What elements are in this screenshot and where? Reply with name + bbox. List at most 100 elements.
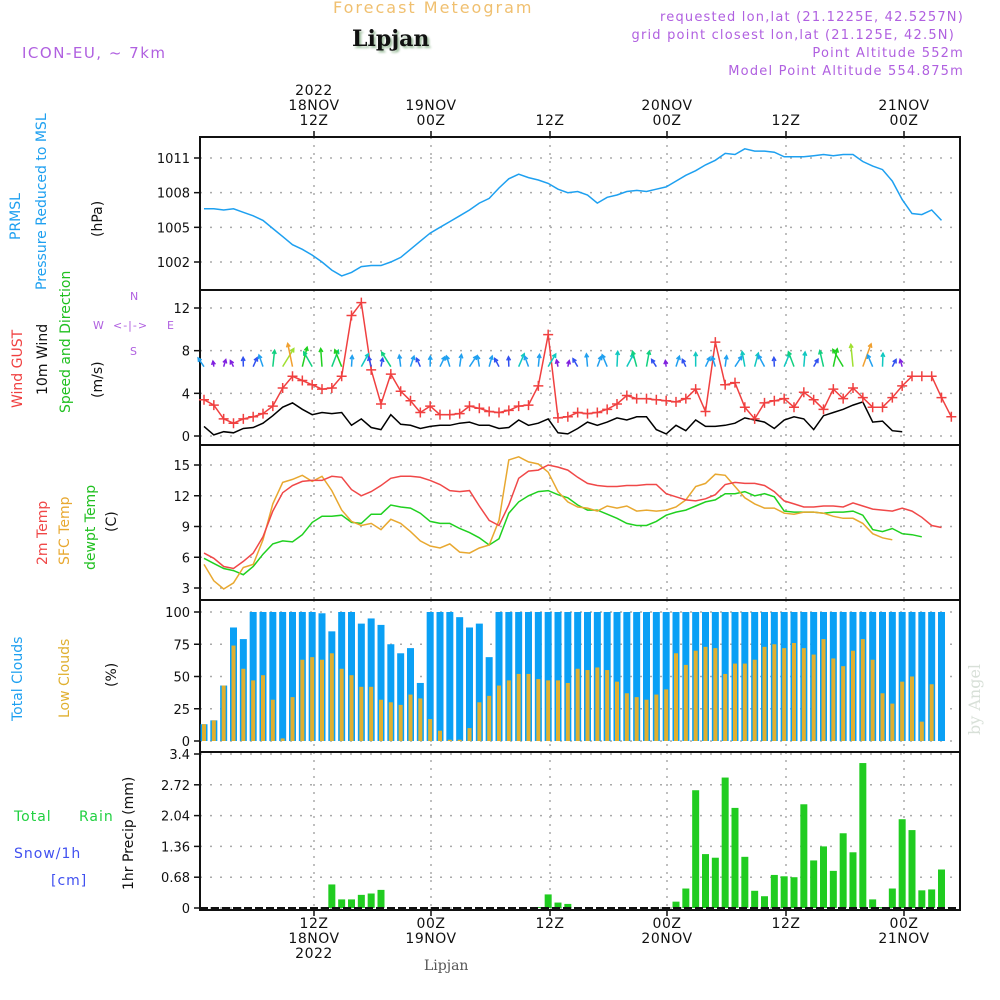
wind-arrow-head: [285, 342, 291, 348]
ytick-label: 2.04: [161, 810, 190, 825]
wind-direction-arrow: [832, 348, 844, 368]
low-cloud-bar: [575, 668, 580, 741]
wind-arrow-shaft: [319, 348, 323, 367]
rain-bar: [780, 876, 788, 908]
wind-arrow-shaft: [547, 353, 557, 368]
wind-arrow-head: [771, 355, 777, 362]
gust-marker: [710, 337, 721, 348]
wind-direction-arrow: [240, 355, 246, 367]
gust-marker: [336, 371, 347, 382]
wind-arrow-shaft: [381, 351, 392, 368]
wind-arrow-shaft: [850, 344, 854, 367]
gust-marker: [690, 384, 701, 395]
wind-arrow-head: [802, 350, 808, 357]
low-cloud-bar: [290, 697, 295, 741]
rain-bar: [377, 889, 385, 908]
model-label: ICON-EU, ~ 7km: [22, 44, 167, 62]
total-cloud-bar: [879, 612, 886, 741]
rain-bar: [328, 884, 336, 908]
wind-arrow-head: [289, 347, 295, 353]
low-cloud-bar: [900, 681, 905, 741]
rain-bar: [692, 790, 700, 908]
ytick-label: 6: [182, 551, 190, 566]
wind-arrow-head: [303, 345, 309, 352]
wind-arrow-shaft: [258, 354, 264, 367]
gust-marker: [346, 310, 357, 321]
wind-arrow-head: [523, 354, 529, 361]
gust-marker: [838, 393, 849, 404]
wind-arrow-shaft: [866, 354, 874, 367]
wind-arrow-head: [693, 351, 699, 357]
wind-direction-arrow: [898, 358, 904, 367]
low-cloud-bar: [615, 681, 619, 741]
gust-marker: [631, 393, 642, 404]
low-cloud-bar: [605, 670, 610, 741]
total-cloud-bar: [613, 612, 621, 741]
axis-label-line: 00Z: [416, 916, 446, 932]
total-cloud-bar: [928, 612, 936, 741]
wind-direction-arrow: [572, 357, 579, 368]
pressure-line: [204, 148, 943, 277]
wind-direction-arrow: [349, 354, 355, 367]
rain-bar: [859, 763, 867, 908]
wind-arrow-shaft: [524, 356, 530, 367]
rain-bar: [928, 889, 936, 908]
wind-arrow-head: [706, 355, 711, 362]
total-cloud-bar: [357, 623, 365, 741]
wind-arrow-shaft: [517, 353, 525, 367]
total-cloud-bar: [534, 612, 542, 741]
low-cloud-bar: [300, 659, 305, 741]
axis-label-line: 00Z: [652, 916, 682, 932]
ytick-label: 1002: [157, 256, 190, 271]
low-cloud-bar: [516, 673, 521, 741]
wind-direction-arrow: [285, 342, 294, 367]
axis-label-line: 18NOV: [288, 931, 340, 947]
low-cloud-bar: [270, 699, 275, 741]
wind-direction-arrow: [723, 354, 729, 367]
axis-label-line: 00Z: [416, 113, 446, 129]
total-cloud-bar: [426, 612, 434, 741]
gust-marker: [425, 401, 436, 412]
gust-marker: [444, 409, 455, 420]
wind-arrow-head: [475, 354, 481, 360]
gust-marker: [494, 407, 504, 418]
compass-arrows: <-|->: [113, 319, 149, 332]
station-name: Lipjan: [352, 26, 430, 52]
total-cloud-bar: [387, 644, 395, 741]
axis-label-line: 20NOV: [641, 98, 693, 114]
top-axis-label: 12Z: [510, 114, 590, 129]
total-cloud-bar: [269, 612, 277, 741]
total-cloud-bar: [918, 612, 926, 741]
low-cloud-bar: [251, 680, 256, 741]
axis-label-line: 2022: [295, 946, 333, 962]
requested-coords: requested lon,lat (21.1225E, 42.5257N): [659, 10, 964, 25]
wind-arrow-head: [380, 350, 386, 357]
gust-marker: [562, 411, 573, 422]
wind-arrow-shaft: [476, 355, 481, 367]
wind-arrow-shaft: [585, 353, 589, 367]
wind-arrow-shaft: [631, 351, 638, 367]
low-cloud-bar: [733, 663, 737, 741]
compass-n: N: [130, 290, 139, 303]
wind-arrow-head: [848, 342, 854, 349]
precip-snow-unit: [cm]: [51, 873, 88, 889]
gust-marker: [887, 392, 898, 403]
wind-arrow-shaft: [367, 356, 372, 367]
gust-marker: [602, 404, 613, 415]
wind-arrow-shaft: [301, 347, 308, 367]
wind-arrow-shaft: [197, 357, 205, 368]
gust-marker: [916, 371, 927, 382]
wind-direction-arrow: [771, 355, 777, 367]
panel-1: 0 4 8 12: [173, 289, 961, 446]
wind-arrow-shaft: [783, 353, 791, 367]
wind-arrow-head: [271, 348, 277, 355]
ytick-label: 3: [182, 582, 190, 597]
top-axis-label: 12Z: [746, 114, 826, 129]
gust-marker: [828, 384, 839, 395]
low-cloud-bar: [880, 693, 885, 741]
wind-arrow-head: [566, 359, 572, 365]
low-cloud-bar: [919, 721, 924, 741]
wind-arrow-head: [832, 348, 837, 354]
wind-arrow-head: [210, 359, 216, 366]
wind-direction-arrow: [848, 342, 854, 367]
